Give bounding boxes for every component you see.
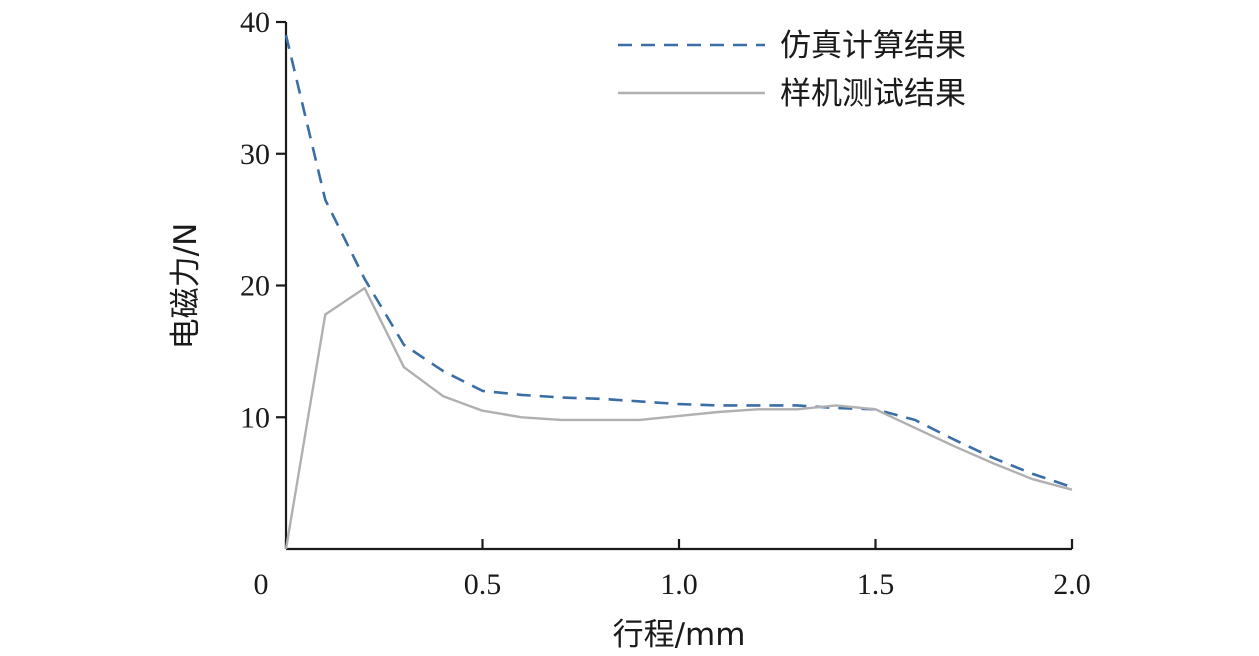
x-tick-label: 0: [254, 568, 269, 601]
y-tick-label: 10: [240, 401, 270, 434]
y-axis-title: 电磁力/N: [168, 223, 204, 350]
y-tick-label: 30: [240, 138, 270, 171]
x-tick-label: 1.0: [660, 568, 698, 601]
series-line-2: [284, 286, 1073, 550]
series-line-1: [284, 34, 1073, 489]
x-tick-label: 1.5: [857, 568, 895, 601]
y-tick-label: 40: [240, 6, 270, 39]
x-ticks: 0 0.5 1.0 1.5 2.0: [254, 539, 1091, 601]
x-axis-title: 行程/mm: [613, 617, 746, 653]
legend-label: 仿真计算结果: [780, 28, 966, 64]
y-ticks: 10 20 30 40: [240, 6, 286, 434]
series-layer: [284, 34, 1073, 550]
y-tick-label: 20: [240, 270, 270, 303]
x-tick-label: 2.0: [1053, 568, 1091, 601]
x-tick-label: 0.5: [464, 568, 502, 601]
legend-label: 样机测试结果: [780, 76, 966, 112]
